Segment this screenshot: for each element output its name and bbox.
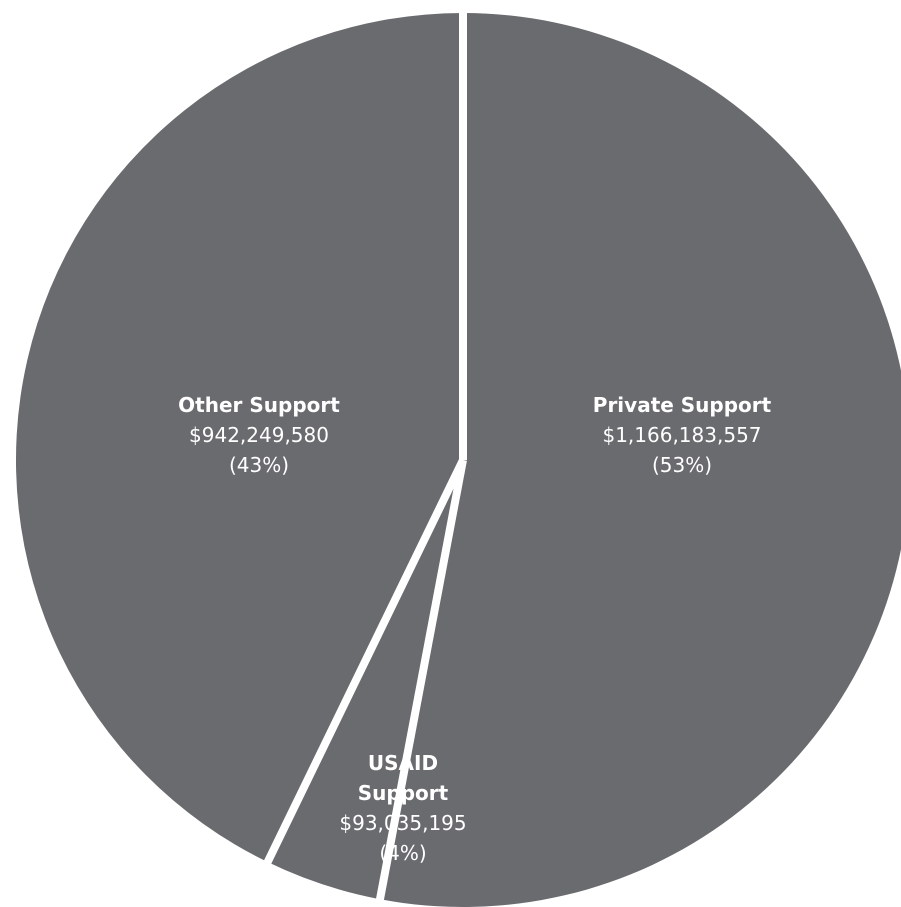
slice-labels: Private Support $1,166,183,557 (53%) USAID S… (178, 393, 771, 865)
slice-label-value: $1,166,183,557 (602, 423, 761, 447)
slice-label-name: Support (358, 781, 449, 805)
slice-label-percent: (4%) (379, 841, 426, 865)
slice-separator-2 (262, 458, 467, 868)
slice-label-name: Other Support (178, 393, 340, 417)
slice-label-percent: (53%) (652, 453, 712, 477)
slice-label-name: USAID (368, 751, 438, 775)
pie-slice-2 (15, 12, 464, 863)
slice-label-value: $942,249,580 (189, 423, 329, 447)
pie-slice-0 (379, 13, 901, 907)
pie-slices (15, 12, 901, 907)
slice-label-value: $93,035,195 (339, 811, 466, 835)
slice-label-name: Private Support (593, 393, 772, 417)
slice-label-2: Other Support $942,249,580 (43%) (178, 393, 340, 477)
slice-label-percent: (43%) (229, 453, 289, 477)
pie-slice-1 (267, 460, 463, 900)
slice-separators (262, 9, 467, 904)
slice-label-0: Private Support $1,166,183,557 (53%) (593, 393, 772, 477)
slice-label-1: USAID Support $93,035,195 (4%) (339, 751, 466, 865)
slice-separator-1 (375, 459, 467, 904)
